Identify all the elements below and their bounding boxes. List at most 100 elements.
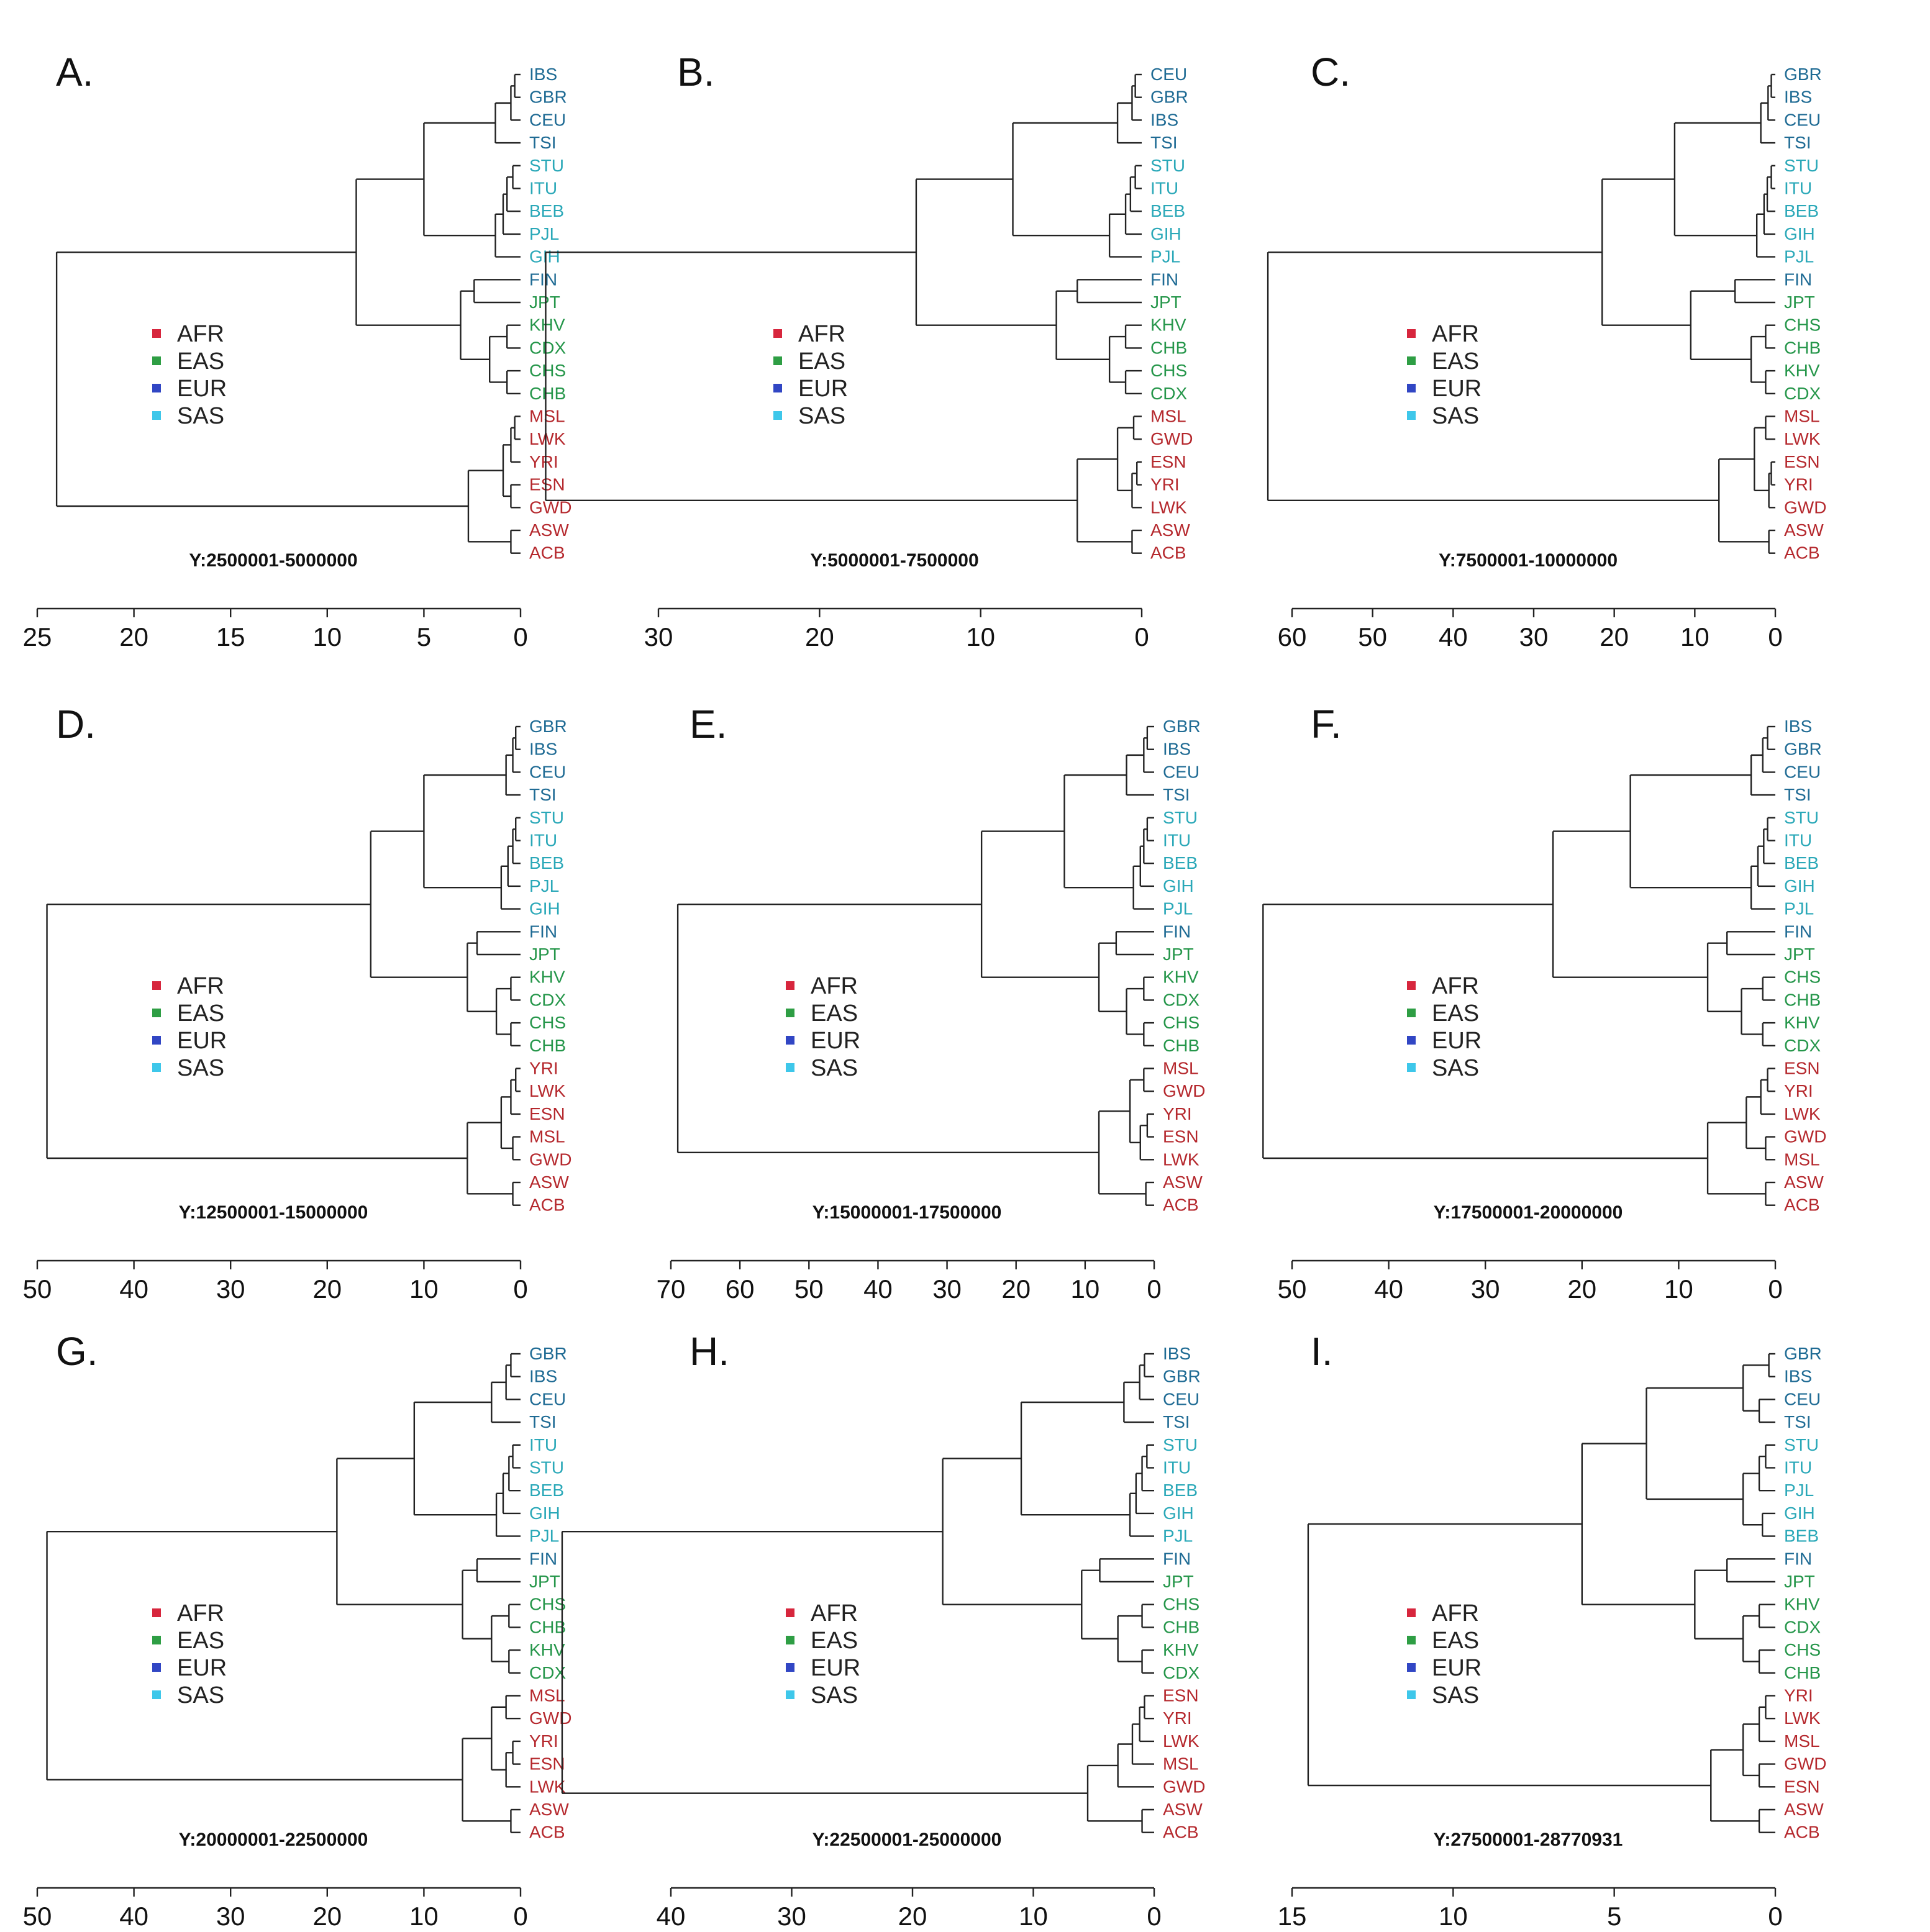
legend-swatch-eas [1407,1636,1416,1644]
legend-label-sas: SAS [1432,1682,1479,1708]
leaf-label-gwd: GWD [1784,1754,1826,1774]
panel-letter: A. [56,50,93,94]
leaf-label-jpt: JPT [1784,1572,1815,1591]
leaf-label-cdx: CDX [529,1663,566,1682]
axis-tick-label: 0 [513,622,527,651]
axis-tick-label: 10 [409,1274,439,1304]
leaf-label-asw: ASW [529,1800,569,1819]
leaf-label-beb: BEB [529,853,564,873]
leaf-label-chb: CHB [529,384,566,403]
leaf-label-jpt: JPT [529,945,560,964]
leaf-label-gwd: GWD [1150,429,1193,448]
legend-swatch-eur [773,384,782,392]
distance-axis: 60 50 40 30 20 10 0 [1278,607,1783,651]
leaf-label-esn: ESN [1784,1777,1820,1796]
leaf-label-esn: ESN [1163,1127,1199,1146]
axis-tick-label: 20 [312,1274,342,1304]
leaf-label-ibs: IBS [1784,88,1812,107]
legend-swatch-eas [1407,1009,1416,1017]
leaf-label-khv: KHV [529,1640,565,1659]
leaf-label-acb: ACB [1150,543,1186,563]
legend-label-eas: EAS [177,348,224,374]
legend-swatch-afr [786,1608,794,1617]
legend-swatch-eur [152,1663,161,1672]
leaf-label-gwd: GWD [1784,497,1826,517]
leaf-label-gih: GIH [1163,1503,1194,1523]
axis-tick-label: 50 [23,1902,52,1931]
leaf-label-jpt: JPT [1784,293,1815,312]
leaf-label-msl: MSL [1163,1059,1199,1078]
axis-tick-label: 50 [23,1274,52,1304]
legend-label-eur: EUR [1432,1028,1482,1054]
leaf-label-beb: BEB [1163,1481,1198,1500]
legend-swatch-afr [1407,981,1416,990]
leaf-label-fin: FIN [1163,1549,1191,1568]
legend-swatch-sas [773,411,782,420]
legend-swatch-afr [773,329,782,338]
legend-swatch-sas [152,411,161,420]
leaf-label-pjl: PJL [1163,1526,1193,1546]
leaf-labels: CEU GBR IBS TSI STU ITU BEB GIH PJL FIN JPT KHV CHB C… [1150,65,1193,563]
leaf-label-gbr: GBR [529,1344,567,1363]
leaf-label-tsi: TSI [1784,133,1811,152]
panel-h: H. IBS GBR CEU TSI STU ITU BEB GIH PJL FIN JPT CHS CH… [561,1329,1205,1931]
legend-swatch-eas [773,356,782,365]
legend-swatch-eas [152,1009,161,1017]
axis-tick-label: 0 [1768,1902,1782,1931]
legend-label-eur: EUR [177,1655,227,1681]
leaf-label-pjl: PJL [529,876,559,896]
axis-tick-label: 40 [1439,622,1468,651]
leaf-label-esn: ESN [1163,1686,1199,1705]
leaf-label-asw: ASW [1784,520,1824,540]
axis-tick-label: 30 [777,1902,806,1931]
leaf-label-lwk: LWK [529,1777,566,1796]
axis-tick-label: 40 [863,1274,893,1304]
leaf-label-asw: ASW [1784,1172,1824,1192]
leaf-label-chb: CHB [1784,338,1821,357]
leaf-label-msl: MSL [1163,1754,1199,1774]
leaf-label-itu: ITU [529,1435,557,1454]
axis-tick-label: 40 [657,1902,686,1931]
leaf-label-chb: CHB [529,1617,566,1636]
leaf-label-stu: STU [1784,1435,1819,1454]
leaf-labels: IBS GBR CEU TSI STU ITU BEB GIH PJL FIN JPT CHS CHB K… [1163,1344,1205,1842]
leaf-label-pjl: PJL [1784,247,1814,266]
leaf-label-gwd: GWD [529,1708,571,1728]
legend-label-eur: EUR [1432,1655,1482,1681]
leaf-label-msl: MSL [1784,407,1820,426]
region-title: Y:5000001-7500000 [810,550,978,571]
leaf-label-cdx: CDX [1784,1617,1821,1636]
legend-label-eur: EUR [811,1028,860,1054]
panel-letter: F. [1311,702,1342,746]
axis-tick-label: 0 [1134,622,1149,651]
leaf-label-khv: KHV [1150,315,1186,335]
legend-label-afr: AFR [1432,973,1479,999]
panel-letter: D. [56,702,96,746]
leaf-label-msl: MSL [529,407,565,426]
leaf-label-stu: STU [1784,156,1819,175]
leaf-label-yri: YRI [1150,475,1180,494]
leaf-label-ibs: IBS [529,740,557,759]
dendrogram-tree [1262,725,1775,1206]
leaf-label-itu: ITU [529,179,557,198]
leaf-label-esn: ESN [529,1104,565,1123]
leaf-label-khv: KHV [1784,361,1820,380]
legend-label-sas: SAS [177,1682,224,1708]
leaf-labels: GBR IBS CEU TSI STU ITU BEB GIH PJL FIN JPT KHV CDX C… [1163,717,1205,1215]
leaf-label-ceu: CEU [1150,65,1187,84]
axis-tick-label: 40 [1374,1274,1403,1304]
leaf-label-acb: ACB [1163,1823,1199,1842]
axis-tick-label: 30 [216,1902,245,1931]
legend-label-eas: EAS [177,1000,224,1027]
leaf-label-ibs: IBS [1150,110,1178,129]
leaf-label-chs: CHS [1784,1640,1821,1659]
leaf-label-gih: GIH [1784,876,1815,896]
leaf-label-yri: YRI [1163,1104,1192,1123]
leaf-label-tsi: TSI [1163,785,1190,804]
panel-letter: I. [1311,1329,1333,1374]
leaf-label-beb: BEB [1150,201,1185,220]
